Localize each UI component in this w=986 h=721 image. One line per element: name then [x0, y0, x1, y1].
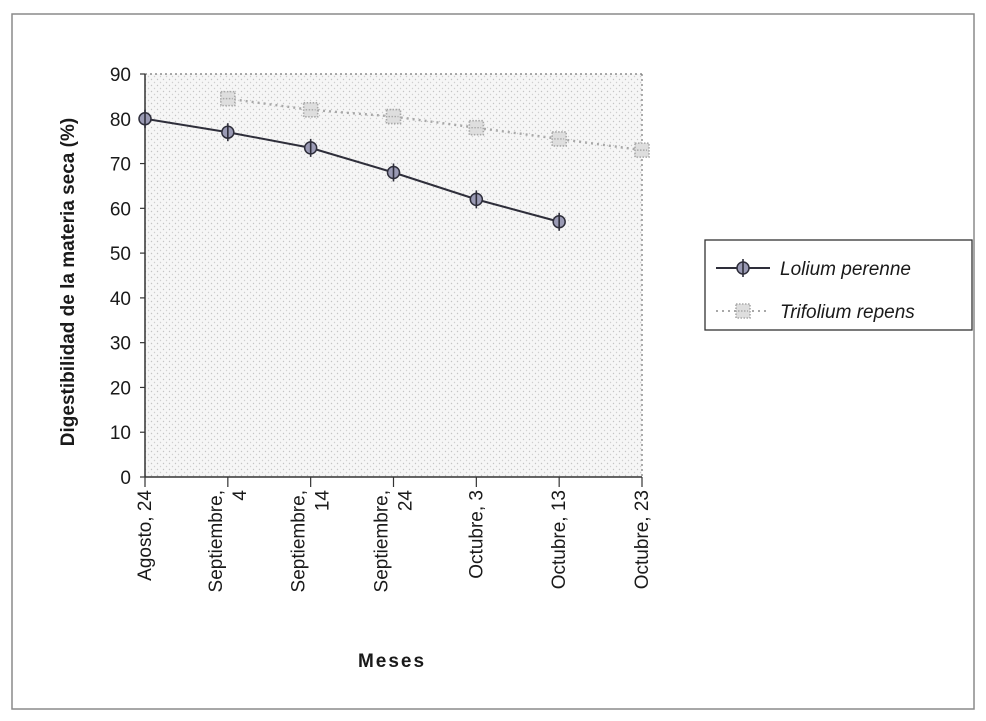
y-tick-label: 80 — [110, 110, 131, 131]
legend-items: Lolium perenne Trifolium repens — [716, 259, 915, 323]
x-tick-label: 24 — [396, 490, 417, 512]
x-tick-label: Septiembre, — [289, 490, 310, 592]
data-point — [385, 108, 402, 125]
data-point — [386, 163, 401, 182]
legend-marker — [736, 259, 750, 277]
x-tick-label: Agosto, 24 — [135, 490, 156, 581]
y-tick-label: 40 — [110, 289, 131, 310]
data-point — [551, 131, 567, 147]
data-point — [220, 90, 236, 107]
series-1 — [220, 90, 650, 158]
legend-label: Trifolium repens — [780, 302, 915, 323]
y-axis-title: Digestibilidad de la materia seca (%) — [58, 118, 79, 446]
x-axis-ticks: Agosto, 24 Septiembre, 4 Septiembre, 14 Septi… — [135, 477, 653, 592]
x-tick-label: 4 — [230, 490, 251, 501]
data-point — [303, 138, 318, 157]
data-point — [634, 142, 650, 158]
x-tick-label: Octubre, 3 — [466, 490, 487, 579]
plot-area — [145, 74, 642, 477]
data-point — [469, 190, 484, 209]
x-tick-label: Septiembre, — [206, 490, 227, 592]
series-layer — [138, 90, 650, 231]
x-tick-label: Septiembre, — [372, 490, 393, 592]
y-tick-label: 50 — [110, 244, 131, 265]
legend-entry: Lolium perenne — [716, 259, 911, 280]
legend: Lolium perenne Trifolium repens — [704, 239, 973, 331]
y-tick-label: 90 — [110, 65, 131, 86]
x-tick-label: 14 — [313, 490, 334, 512]
data-point — [552, 212, 566, 231]
data-point — [138, 109, 152, 128]
y-tick-label: 20 — [110, 378, 131, 399]
series-line — [144, 117, 560, 223]
y-tick-label: 10 — [110, 423, 131, 444]
y-tick-label: 60 — [110, 199, 131, 220]
series-0 — [138, 109, 566, 231]
x-axis-title: Meses — [358, 651, 426, 672]
data-point — [468, 119, 485, 136]
y-tick-label: 30 — [110, 334, 131, 355]
x-tick-label: Octubre, 23 — [632, 490, 653, 589]
legend-label: Lolium perenne — [780, 259, 911, 280]
data-point — [221, 123, 235, 142]
legend-marker — [735, 303, 751, 319]
y-axis-ticks: 0 10 20 30 40 50 60 70 80 90 — [110, 65, 145, 489]
data-point — [302, 102, 319, 118]
legend-entry: Trifolium repens — [716, 302, 915, 323]
y-tick-label: 0 — [120, 468, 131, 489]
x-tick-label: Octubre, 13 — [549, 490, 570, 589]
y-tick-label: 70 — [110, 155, 131, 176]
